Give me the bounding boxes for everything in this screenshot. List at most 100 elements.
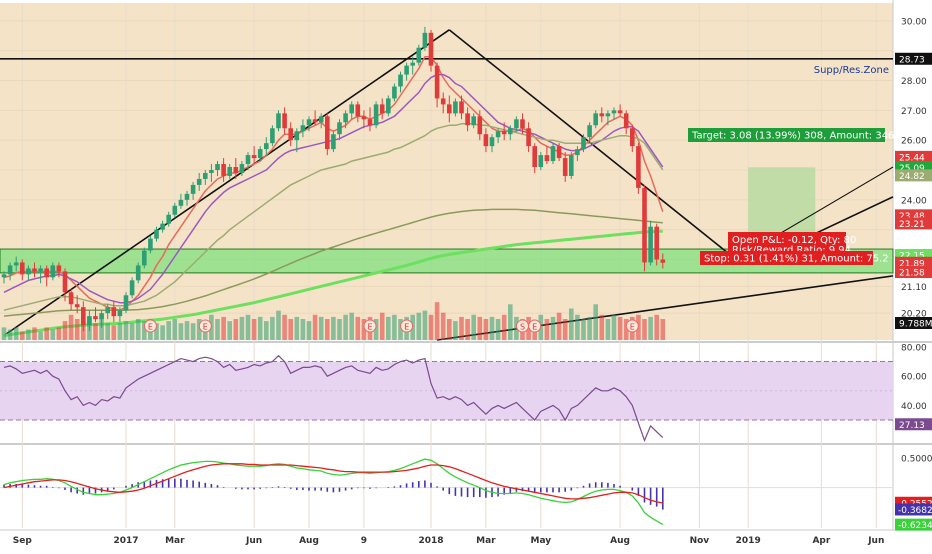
macd-axis-tick-0: 0.5000 [901,454,932,464]
volume-bar [587,316,592,340]
volume-bar [142,321,147,340]
time-axis-tick-10: Nov [690,536,710,546]
candle-body [215,164,220,171]
volume-bar [312,314,318,340]
volume-bar [599,314,605,340]
candle-body [337,122,342,135]
volume-bar [233,319,239,340]
volume-bar [575,314,580,340]
candle-body [636,146,641,188]
volume-bar [62,321,68,340]
time-axis-tick-4: Aug [299,536,319,546]
candle-body [294,131,300,141]
candle-body [654,226,659,260]
volume-bar [190,323,196,340]
volume-bar [373,319,379,340]
time-axis-tick-1: 2017 [113,536,138,546]
candle-body [630,128,635,147]
volume-bar [495,319,501,340]
volume-bar [160,325,165,340]
volume-bar [117,323,123,340]
time-axis-tick-0: Sep [13,536,33,546]
volume-bar [68,314,74,340]
earnings-marker-label-5: E [532,323,537,332]
price-axis-tick-0: 20.20 [901,310,927,320]
earnings-marker-label-2: E [367,323,372,332]
volume-bar [154,323,159,340]
rsi-axis-tick-0: 80.00 [901,343,927,353]
candle-body [245,155,251,165]
price-tag-text-1: 25.44 [899,153,925,163]
volume-bar [288,319,293,340]
volume-bar [239,316,245,340]
candle-body [386,98,391,114]
price-axis-tick-8: 28.00 [901,77,927,87]
volume-bar [569,308,574,340]
volume-bar [349,312,354,340]
volume-bar [99,319,104,340]
candle-body [129,280,135,296]
candle-body [99,313,104,320]
price-axis-tick-7: 27.00 [901,107,927,117]
price-axis-tick-4: 24.00 [901,196,927,206]
time-axis-tick-9: Aug [610,536,630,546]
rsi-axis-tick-1: 60.00 [901,373,927,383]
candle-body [471,116,476,126]
candle-body [105,307,110,314]
candle-body [410,62,415,66]
volume-tag-text: 9.788M [899,320,932,330]
candle-body [605,113,611,117]
volume-tag [895,317,932,329]
volume-bar [1,327,7,340]
earnings-marker-5 [528,319,542,333]
volume-bar [447,319,452,340]
macd-tag-2 [895,518,932,531]
candle-body [318,116,324,123]
volume-bar [355,316,361,340]
candle-body [20,262,25,275]
candle-body [562,158,568,176]
candle-body [56,265,62,272]
candle-body [300,125,306,132]
earnings-marker-label-3: E [404,323,409,332]
candle-body [68,292,74,305]
candle-body [379,104,385,114]
macd-line-1 [3,463,663,504]
candle-body [526,128,531,147]
pnl-label-box [728,232,846,254]
candle-body [87,316,92,326]
volume-bar [434,302,440,340]
volume-bar [20,331,25,340]
candle-body [331,134,336,150]
price-tag-5 [895,217,932,230]
candle-body [123,295,129,311]
resistance-zone-label: Supp/Res.Zone [814,65,889,76]
volume-bar [477,316,483,340]
candle-body [282,113,287,129]
candle-body [50,265,56,278]
volume-bar [526,316,531,340]
volume-bar [508,304,513,340]
time-axis-tick-12: Apr [812,536,830,546]
candle-body [209,170,214,173]
rsi-line [3,354,664,443]
candle-body [172,205,178,215]
candle-body [111,307,117,317]
stop-label-text: Stop: 0.31 (1.41%) 31, Amount: 75.2 [704,254,889,265]
volume-bar [270,316,275,340]
candle-body [623,113,629,129]
volume-bar [50,329,56,340]
volume-bar [251,319,257,340]
volume-bar [386,316,391,340]
volume-bar [26,329,31,340]
volume-bar [581,319,586,340]
candle-body [398,74,403,87]
candle-body [288,128,293,141]
candle-body [440,98,446,105]
earnings-marker-6 [625,319,639,333]
rsi-tag-text: 27.13 [899,421,925,431]
volume-bar [337,319,342,340]
earnings-marker-label-4: S [520,323,525,332]
volume-bar [660,319,666,340]
